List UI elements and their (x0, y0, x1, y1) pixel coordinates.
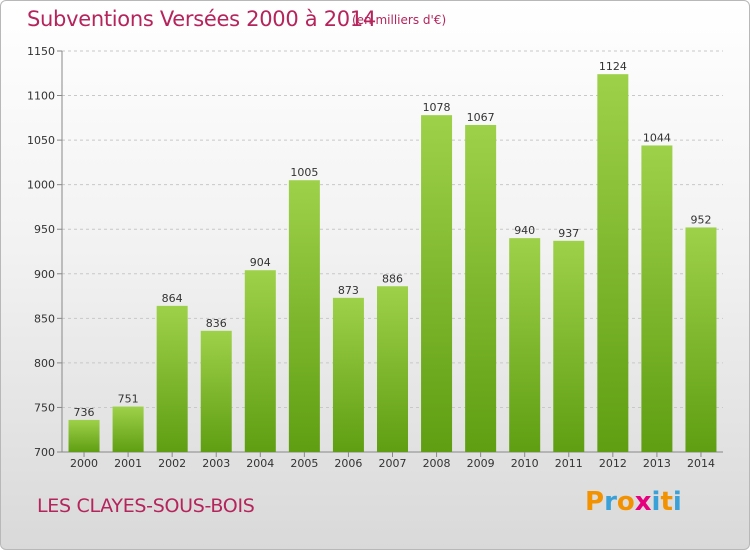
y-tick-label: 700 (34, 446, 55, 459)
x-tick-label: 2008 (423, 457, 451, 470)
chart-subtitle: (en milliers d'€) (352, 13, 447, 27)
logo-letter: x (634, 487, 652, 517)
data-label: 736 (74, 406, 95, 419)
chart-title: Subventions Versées 2000 à 2014 (27, 7, 376, 31)
y-tick-label: 800 (34, 357, 55, 370)
bar (244, 270, 276, 452)
y-tick-label: 1150 (27, 45, 55, 58)
place-name: LES CLAYES-SOUS-BOIS (37, 495, 255, 517)
x-tick-label: 2000 (70, 457, 98, 470)
data-label: 864 (162, 292, 183, 305)
x-tick-label: 2002 (158, 457, 186, 470)
bar (509, 238, 541, 452)
data-label: 1044 (643, 131, 671, 144)
x-tick-label: 2013 (643, 457, 671, 470)
bar (553, 240, 585, 452)
x-tick-label: 2009 (467, 457, 495, 470)
x-tick-label: 2014 (687, 457, 715, 470)
bar (112, 406, 144, 452)
x-tick-label: 2001 (114, 457, 142, 470)
bar (685, 227, 717, 452)
bar (377, 286, 408, 452)
data-label: 751 (118, 393, 139, 406)
data-label: 1005 (290, 166, 318, 179)
x-tick-label: 2005 (290, 457, 318, 470)
y-tick-label: 900 (34, 268, 55, 281)
bar (597, 74, 629, 453)
bar (641, 145, 673, 453)
data-label: 886 (382, 272, 403, 285)
data-label: 904 (250, 256, 271, 269)
logo-letter: i (672, 487, 682, 517)
data-label: 1078 (423, 101, 451, 114)
data-label: 952 (690, 213, 711, 226)
y-tick-label: 850 (34, 312, 55, 325)
data-label: 940 (514, 224, 535, 237)
y-tick-label: 1050 (27, 134, 55, 147)
y-tick-label: 750 (34, 401, 55, 414)
data-label: 1067 (467, 111, 495, 124)
bar (200, 330, 232, 452)
bar (465, 124, 497, 452)
bar (421, 115, 453, 452)
data-label: 1124 (599, 60, 627, 73)
y-tick-label: 1100 (27, 90, 55, 103)
x-tick-label: 2010 (511, 457, 539, 470)
data-label: 873 (338, 284, 359, 297)
y-tick-label: 950 (34, 223, 55, 236)
x-tick-label: 2007 (379, 457, 407, 470)
proxiti-logo: Proxiti (585, 487, 682, 517)
bar (68, 419, 100, 452)
logo-letter: r (604, 487, 617, 517)
x-tick-label: 2004 (246, 457, 274, 470)
x-tick-label: 2006 (334, 457, 362, 470)
x-tick-label: 2011 (555, 457, 583, 470)
x-tick-label: 2012 (599, 457, 627, 470)
x-tick-label: 2003 (202, 457, 230, 470)
logo-letter: o (616, 487, 635, 517)
logo-letter: P (585, 487, 605, 517)
bar (288, 180, 320, 452)
logo-letter: i (651, 487, 661, 517)
y-tick-label: 1000 (27, 179, 55, 192)
logo-letter: t (660, 487, 673, 517)
bar (156, 305, 188, 452)
data-label: 836 (206, 317, 227, 330)
data-label: 937 (558, 227, 579, 240)
bar (332, 297, 364, 452)
